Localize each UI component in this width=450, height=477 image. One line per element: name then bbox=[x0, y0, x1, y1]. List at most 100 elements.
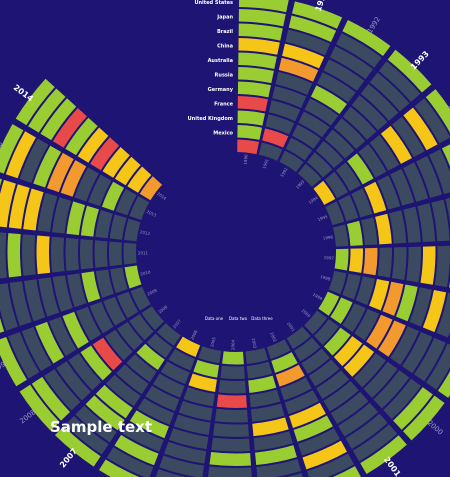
heat-cell bbox=[130, 286, 151, 311]
inner-year-label: 1994 bbox=[308, 195, 320, 205]
heat-cell bbox=[237, 125, 263, 140]
heat-cell bbox=[164, 441, 207, 464]
heat-cell bbox=[286, 326, 311, 349]
heat-cell bbox=[74, 167, 99, 202]
heat-cell bbox=[336, 33, 382, 68]
heat-cell bbox=[160, 361, 190, 385]
heat-cell bbox=[124, 265, 142, 289]
heat-cell bbox=[155, 469, 187, 477]
heat-cell bbox=[441, 144, 450, 167]
heat-cell bbox=[124, 218, 141, 242]
heat-cell bbox=[0, 232, 7, 279]
inner-year-label: 2009 bbox=[146, 287, 158, 296]
heat-cell bbox=[85, 395, 125, 431]
heat-cell bbox=[425, 343, 450, 390]
heat-cell bbox=[380, 125, 412, 164]
heat-cell bbox=[272, 86, 307, 109]
inner-year-label: 1995 bbox=[317, 214, 329, 222]
heat-cell bbox=[0, 179, 16, 228]
heat-cell bbox=[268, 100, 301, 122]
heat-cell bbox=[391, 247, 407, 281]
heat-cell bbox=[109, 214, 127, 240]
heat-cell bbox=[332, 224, 349, 247]
inner-year-label: 2000 bbox=[301, 308, 312, 319]
heat-cell bbox=[237, 110, 265, 126]
heat-cell bbox=[60, 160, 87, 197]
heat-cell bbox=[363, 361, 398, 398]
legend-entry: Data three bbox=[251, 316, 273, 321]
heat-cell bbox=[330, 297, 353, 324]
inner-year-label: 2003 bbox=[251, 338, 258, 349]
heat-cell bbox=[342, 303, 366, 333]
heat-cell bbox=[420, 246, 436, 285]
heat-cell bbox=[23, 188, 44, 231]
heat-cell bbox=[436, 292, 450, 338]
sample-text: Sample text bbox=[50, 418, 153, 436]
country-label: Russia bbox=[215, 72, 233, 78]
heat-cell bbox=[275, 364, 305, 387]
heat-cell bbox=[51, 236, 65, 273]
heat-cell bbox=[116, 364, 149, 395]
heat-cell bbox=[103, 296, 126, 326]
year-label: 1993 bbox=[409, 49, 431, 71]
heat-cell bbox=[198, 346, 222, 364]
heat-cell bbox=[338, 194, 359, 222]
heat-cell bbox=[280, 377, 312, 401]
heat-cell bbox=[422, 289, 447, 333]
inner-year-label: 1998 bbox=[320, 274, 332, 282]
inner-year-label: 2010 bbox=[140, 269, 152, 276]
heat-cell bbox=[67, 273, 87, 308]
heat-cell bbox=[329, 46, 374, 80]
heat-cell bbox=[216, 394, 247, 409]
heat-cell bbox=[0, 283, 18, 331]
heat-cell bbox=[361, 217, 378, 246]
heat-cell bbox=[207, 466, 252, 477]
heat-cell bbox=[102, 147, 130, 178]
heat-cell bbox=[48, 316, 77, 357]
heat-cell bbox=[7, 233, 22, 278]
heat-cell bbox=[0, 317, 5, 333]
heat-cell bbox=[351, 188, 373, 218]
country-label: Japan bbox=[216, 14, 233, 20]
heat-cell bbox=[434, 245, 450, 288]
heat-cell bbox=[94, 240, 108, 268]
heat-cell bbox=[338, 402, 379, 437]
heat-cell bbox=[285, 29, 331, 56]
year-label: 1992 bbox=[366, 15, 382, 34]
heat-cell bbox=[342, 20, 391, 56]
heat-cell bbox=[302, 440, 347, 470]
heat-cell bbox=[116, 291, 139, 319]
heat-cell bbox=[43, 369, 81, 411]
heat-cell bbox=[95, 385, 133, 419]
heat-cell bbox=[248, 375, 277, 393]
year-label: 2001 bbox=[382, 455, 403, 477]
heat-cell bbox=[168, 348, 195, 371]
heat-cell bbox=[52, 197, 72, 234]
heat-cell bbox=[136, 343, 165, 370]
heat-cell bbox=[284, 390, 319, 415]
heat-cell bbox=[378, 320, 406, 357]
heat-cell bbox=[99, 459, 140, 477]
heat-cell bbox=[237, 139, 260, 155]
heat-cell bbox=[114, 434, 159, 466]
heat-cell bbox=[220, 365, 245, 379]
inner-year-label: 2001 bbox=[286, 321, 296, 333]
heat-cell bbox=[80, 205, 99, 237]
heat-cell bbox=[301, 348, 330, 374]
heat-cell bbox=[5, 131, 36, 179]
heat-cell bbox=[173, 414, 211, 435]
heat-cell bbox=[328, 270, 347, 295]
inner-year-label: 1992 bbox=[279, 166, 289, 178]
heat-cell bbox=[323, 327, 351, 356]
inner-year-label: 2014 bbox=[156, 191, 168, 201]
heat-cell bbox=[288, 15, 337, 42]
heat-cell bbox=[285, 137, 313, 161]
heat-cell bbox=[377, 175, 401, 210]
heat-cell bbox=[153, 373, 185, 398]
heat-cell bbox=[123, 242, 137, 265]
heat-cell bbox=[317, 72, 356, 103]
heat-cell bbox=[8, 331, 40, 379]
heat-cell bbox=[395, 284, 418, 322]
year-label: 2000 bbox=[426, 419, 445, 437]
heat-cell bbox=[0, 124, 24, 174]
